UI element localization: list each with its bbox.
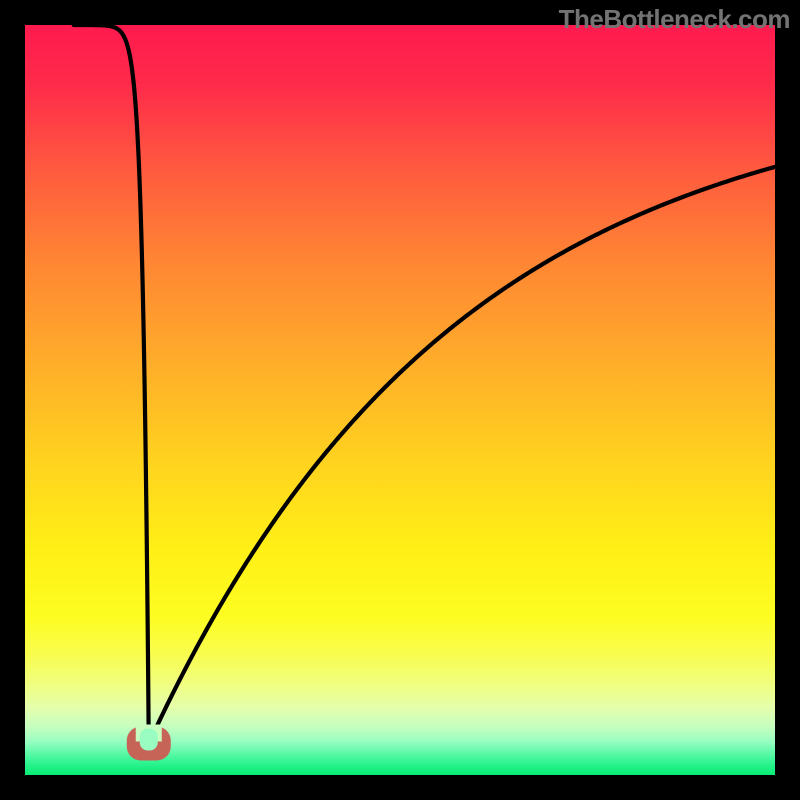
watermark-text: TheBottleneck.com [559, 4, 790, 35]
plot-area [25, 25, 775, 775]
curve-overlay [25, 25, 775, 775]
min-marker [127, 725, 171, 761]
figure-root: TheBottleneck.com [0, 0, 800, 800]
